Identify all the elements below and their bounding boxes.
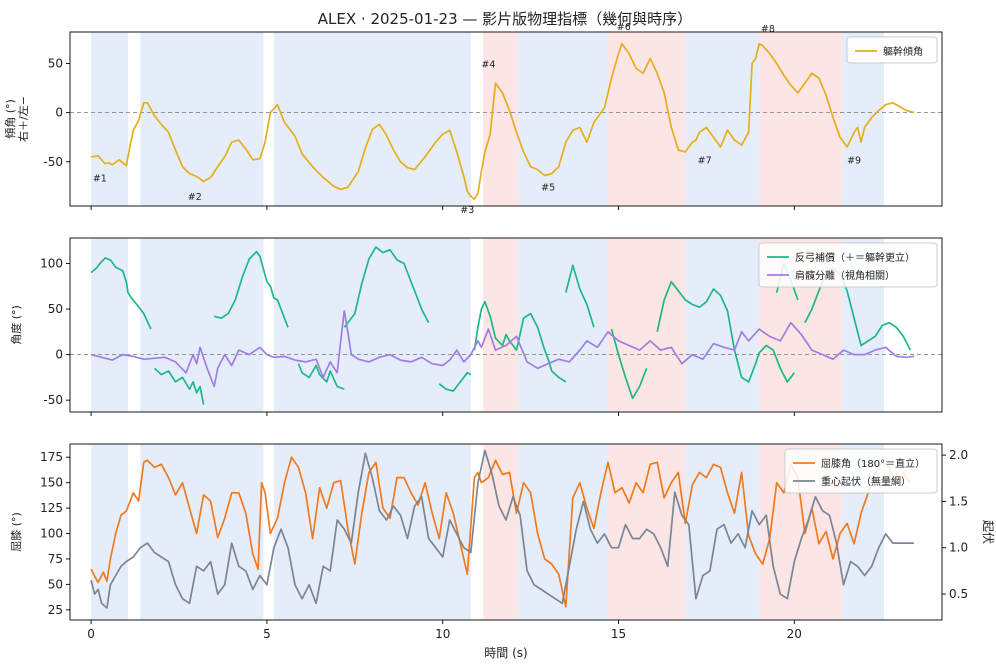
phase-band [140, 238, 264, 412]
series-line-1-segment [610, 328, 648, 400]
phase-band [607, 238, 686, 412]
series-line-1-segment [564, 264, 595, 328]
x-axis-label: 時間 (s) [484, 646, 527, 660]
series-line-1-segment [153, 367, 205, 405]
panel-2: -50 0 50 100 角度 (°) 反弓補償（＋＝軀幹更立） 肩髖分離（視角相關） [9, 237, 943, 416]
event-annotation: #7 [698, 156, 712, 167]
series-line-1-segment [213, 250, 289, 328]
y-tick-label: 100 [40, 257, 63, 271]
series-line-1-segment [473, 300, 567, 383]
y-axis-label: 角度 (°) [9, 305, 23, 345]
phase-band [607, 32, 686, 206]
panel-3: 0 5 10 15 20 25 50 75 100 125 150 175 0.5 1.0 1.5 2.0 屈膝… [10, 443, 995, 660]
phase-band [685, 238, 760, 412]
event-annotation: #6 [617, 22, 631, 33]
event-annotation: #3 [460, 205, 474, 216]
right-y-tick-label: 0.5 [949, 587, 968, 601]
series-line-1 [90, 42, 915, 200]
right-y-tick-label: 2.0 [949, 448, 968, 462]
phase-band [140, 444, 264, 620]
y-tick-label: 125 [40, 501, 63, 515]
phase-band [483, 444, 519, 620]
right-y-tick-label: 1.0 [949, 541, 968, 555]
y-tick-label: 175 [40, 450, 63, 464]
panel-1: -50 0 50 傾角 (°) 右＋/左− #1 #2 #3 #4 #5 #6 #7 #8 #9 軀幹傾角 [3, 22, 943, 216]
series-line-2 [90, 310, 915, 388]
plot-frame [69, 443, 943, 621]
right-y-axis-label: 起伏 [981, 520, 995, 544]
y-tick-label: 25 [48, 603, 63, 617]
x-tick-label: 0 [87, 627, 95, 641]
y-tick-label: 100 [40, 527, 63, 541]
y-tick-label: 150 [40, 476, 63, 490]
series-line-1-segment [343, 246, 430, 328]
series-line-1-segment [656, 280, 795, 383]
y-tick-label: 50 [48, 577, 63, 591]
phase-band [685, 32, 760, 206]
y-tick-label: -50 [43, 155, 63, 169]
phase-band [518, 238, 608, 412]
event-annotation: #4 [481, 59, 495, 70]
y-tick-label: 50 [48, 56, 63, 70]
event-annotation: #5 [541, 182, 555, 193]
legend-entry: 反弓補償（＋＝軀幹更立） [795, 251, 915, 264]
phase-band [607, 444, 686, 620]
plot-frame [69, 237, 943, 413]
event-annotation: #1 [93, 173, 107, 184]
y-axis-label: 右＋/左− [16, 96, 30, 142]
phase-band [91, 32, 129, 206]
event-annotation: #9 [847, 156, 861, 167]
series-line-1-segment [438, 371, 472, 392]
figure-title: ALEX · 2025-01-23 — 影片版物理指標（幾何與時序） [318, 10, 692, 28]
legend-box [758, 242, 938, 288]
event-annotation: #2 [188, 192, 202, 203]
phase-band [273, 444, 471, 620]
x-tick-label: 15 [611, 627, 626, 641]
y-tick-label: 50 [48, 302, 63, 316]
phase-band [273, 238, 471, 412]
series-line-2 [90, 449, 914, 609]
phase-band [91, 238, 129, 412]
phase-band [518, 32, 608, 206]
plot-frame [69, 31, 943, 207]
phase-band [273, 32, 471, 206]
right-y-tick-label: 1.5 [949, 494, 968, 508]
phase-band [140, 32, 264, 206]
y-tick-label: 0 [55, 348, 63, 362]
legend-entry: 肩髖分離（視角相關） [795, 269, 895, 282]
phase-band [483, 238, 519, 412]
event-annotation: #8 [761, 24, 775, 35]
series-line-1-segment [297, 363, 345, 390]
x-tick-label: 20 [787, 627, 802, 641]
legend-entry: 軀幹傾角 [883, 45, 923, 58]
y-axis-label: 屈膝 (°) [10, 512, 23, 552]
legend-box [784, 448, 938, 494]
legend-box [846, 36, 938, 64]
series-line-1-segment [90, 257, 152, 330]
x-tick-label: 5 [263, 627, 271, 641]
y-tick-label: 0 [55, 106, 63, 120]
x-tick-label: 10 [435, 627, 450, 641]
phase-band [759, 32, 842, 206]
legend-entry: 重心起伏（無量綱） [821, 475, 911, 488]
y-tick-label: -50 [43, 393, 63, 407]
legend-entry: 屈膝角（180°＝直立） [821, 457, 925, 470]
y-axis-label: 傾角 (°) [3, 99, 17, 139]
y-tick-label: 75 [48, 552, 63, 566]
